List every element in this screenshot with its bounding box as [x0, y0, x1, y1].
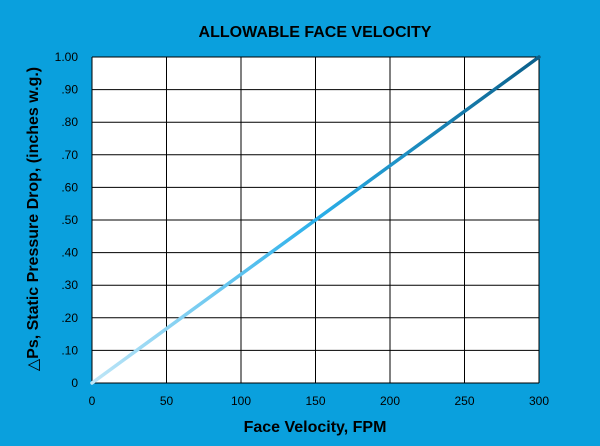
- chart-title: ALLOWABLE FACE VELOCITY: [199, 24, 432, 41]
- x-tick-label: 200: [380, 394, 400, 408]
- y-tick-label: .20: [61, 311, 78, 325]
- y-tick-label: 0: [71, 376, 78, 390]
- y-tick-label: .70: [61, 148, 78, 162]
- x-tick-label: 250: [454, 394, 474, 408]
- x-axis-label: Face Velocity, FPM: [244, 419, 387, 436]
- x-tick-label: 0: [89, 394, 96, 408]
- x-tick-label: 150: [305, 394, 325, 408]
- x-tick-label: 100: [231, 394, 251, 408]
- series-line: [90, 55, 541, 385]
- y-axis-ticks: 0 .10 .20 .30 .40 .50 .60 .70 .80 .90 1.00: [55, 50, 79, 390]
- y-tick-label: .10: [61, 343, 78, 357]
- y-tick-label: 1.00: [55, 50, 79, 64]
- y-tick-label: .60: [61, 180, 78, 194]
- y-axis-label: △Ps, Static Pressure Drop, (inches w.g.): [25, 67, 42, 371]
- grid: [91, 56, 540, 384]
- y-tick-label: .40: [61, 246, 78, 260]
- x-tick-label: 50: [160, 394, 174, 408]
- series-group: [90, 55, 541, 385]
- y-tick-label: .90: [61, 83, 78, 97]
- y-tick-label: .30: [61, 278, 78, 292]
- x-axis-ticks: 0 50 100 150 200 250 300: [89, 394, 550, 408]
- y-tick-label: .80: [61, 115, 78, 129]
- x-tick-label: 300: [529, 394, 549, 408]
- y-tick-label: .50: [61, 213, 78, 227]
